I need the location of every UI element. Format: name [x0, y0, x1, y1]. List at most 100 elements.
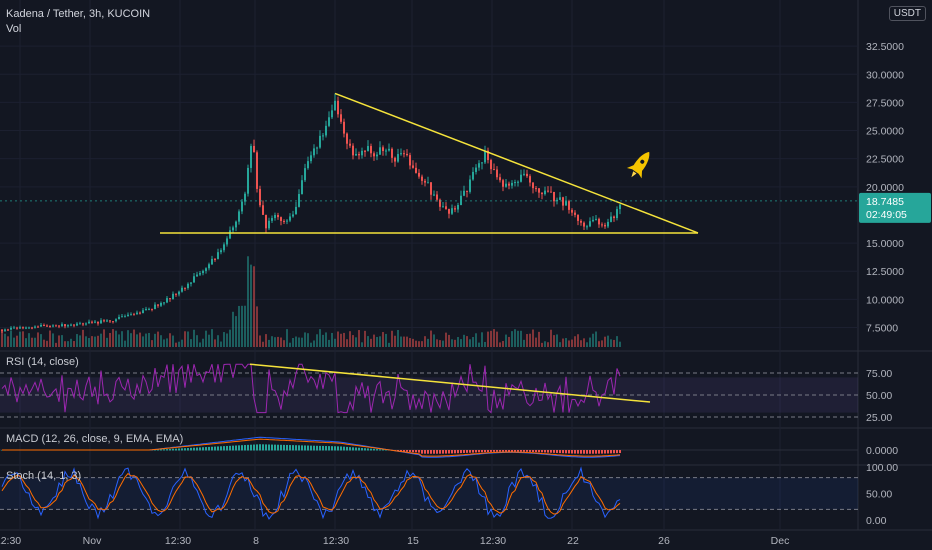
macd-histogram-bar — [331, 446, 333, 451]
candle-body — [247, 167, 249, 194]
candle-body — [121, 316, 123, 318]
candle-body — [289, 216, 291, 221]
currency-button[interactable]: USDT — [888, 6, 926, 21]
candle-body — [580, 220, 582, 223]
candle-body — [400, 153, 402, 155]
volume-bar — [601, 340, 603, 347]
macd-histogram-bar — [457, 450, 459, 454]
macd-histogram-bar — [448, 450, 450, 454]
candle-body — [118, 316, 120, 320]
volume-bar — [313, 340, 315, 347]
stoch-label[interactable]: Stoch (14, 1, 3) — [6, 470, 82, 482]
volume-bar — [232, 311, 234, 347]
candle-body — [385, 150, 387, 152]
volume-bar — [400, 336, 402, 347]
volume-bar — [424, 336, 426, 347]
candle-body — [103, 320, 105, 322]
macd-histogram-bar — [352, 447, 354, 451]
volume-bar — [607, 335, 609, 347]
macd-histogram-bar — [235, 445, 237, 451]
candle-body — [601, 224, 603, 226]
candle-body — [37, 326, 39, 328]
candle-body — [76, 323, 78, 326]
volume-bar — [418, 341, 420, 347]
volume-bar — [343, 332, 345, 347]
candle-body — [358, 154, 360, 156]
macd-histogram-bar — [571, 450, 573, 454]
volume-bar — [40, 334, 42, 347]
candle-body — [322, 135, 324, 137]
volume-bar — [397, 329, 399, 347]
macd-histogram-bar — [529, 450, 531, 452]
macd-histogram-bar — [403, 450, 405, 452]
symbol-title[interactable]: Kadena / Tether, 3h, KUCOIN — [6, 8, 151, 20]
candle-body — [619, 204, 621, 210]
price-axis-label: 25.0000 — [866, 126, 904, 138]
candle-body — [448, 208, 450, 214]
candle-body — [463, 190, 465, 196]
macd-histogram-bar — [412, 450, 414, 453]
volume-bar — [91, 336, 93, 347]
rsi-trendline — [249, 363, 651, 403]
volume-bar — [328, 339, 330, 347]
volume-bar — [193, 329, 195, 347]
candle-body — [346, 133, 348, 144]
volume-bar — [58, 335, 60, 347]
candle-body — [319, 135, 321, 148]
macd-histogram-bar — [616, 450, 618, 454]
volume-bar — [187, 331, 189, 347]
candle-body — [568, 201, 570, 210]
volume-bar — [292, 337, 294, 347]
macd-histogram-bar — [532, 450, 534, 452]
candle-body — [94, 321, 96, 323]
volume-bar — [322, 334, 324, 347]
candle-body — [553, 191, 555, 202]
volume-bar — [229, 329, 231, 347]
macd-axis-label: 0.0000 — [866, 445, 898, 457]
volume-bar — [412, 338, 414, 347]
macd-histogram-bar — [562, 450, 564, 454]
stoch-axis-label: 100.00 — [866, 462, 898, 474]
volume-bar — [172, 335, 174, 347]
volume-bar — [391, 330, 393, 347]
price-axis-label: 7.5000 — [866, 322, 898, 334]
candle-body — [259, 188, 261, 206]
macd-histogram-bar — [268, 444, 270, 451]
volume-bar — [511, 331, 513, 347]
volume-bar — [361, 342, 363, 347]
countdown-label: 02:49:05 — [866, 209, 907, 221]
candle-body — [517, 181, 519, 183]
time-axis-label: 12:30 — [0, 535, 21, 547]
macd-histogram-bar — [382, 449, 384, 451]
candle-body — [208, 264, 210, 269]
volume-bar — [325, 332, 327, 347]
candle-body — [217, 252, 219, 259]
volume-bar — [250, 264, 252, 347]
macd-histogram-bar — [577, 450, 579, 454]
candle-body — [529, 176, 531, 183]
macd-label[interactable]: MACD (12, 26, close, 9, EMA, EMA) — [6, 433, 184, 445]
price-axis-label: 20.0000 — [866, 182, 904, 194]
candle-body — [139, 312, 141, 314]
candle-body — [562, 197, 564, 206]
macd-histogram-bar — [439, 450, 441, 454]
macd-histogram-bar — [256, 444, 258, 451]
candle-body — [112, 321, 114, 323]
macd-histogram-bar — [304, 445, 306, 451]
volume-bar — [595, 331, 597, 347]
candle-body — [157, 304, 159, 306]
volume-bar — [382, 332, 384, 347]
volume-bar — [346, 339, 348, 347]
rsi-label[interactable]: RSI (14, close) — [6, 356, 79, 368]
macd-histogram-bar — [277, 444, 279, 451]
macd-histogram-bar — [292, 445, 294, 451]
macd-histogram-bar — [355, 447, 357, 451]
macd-histogram-bar — [289, 445, 291, 451]
volume-bar — [559, 342, 561, 347]
candle-body — [241, 201, 243, 212]
volume-bar — [94, 336, 96, 347]
candle-body — [349, 143, 351, 146]
candle-body — [136, 312, 138, 315]
volume-bar — [49, 330, 51, 347]
